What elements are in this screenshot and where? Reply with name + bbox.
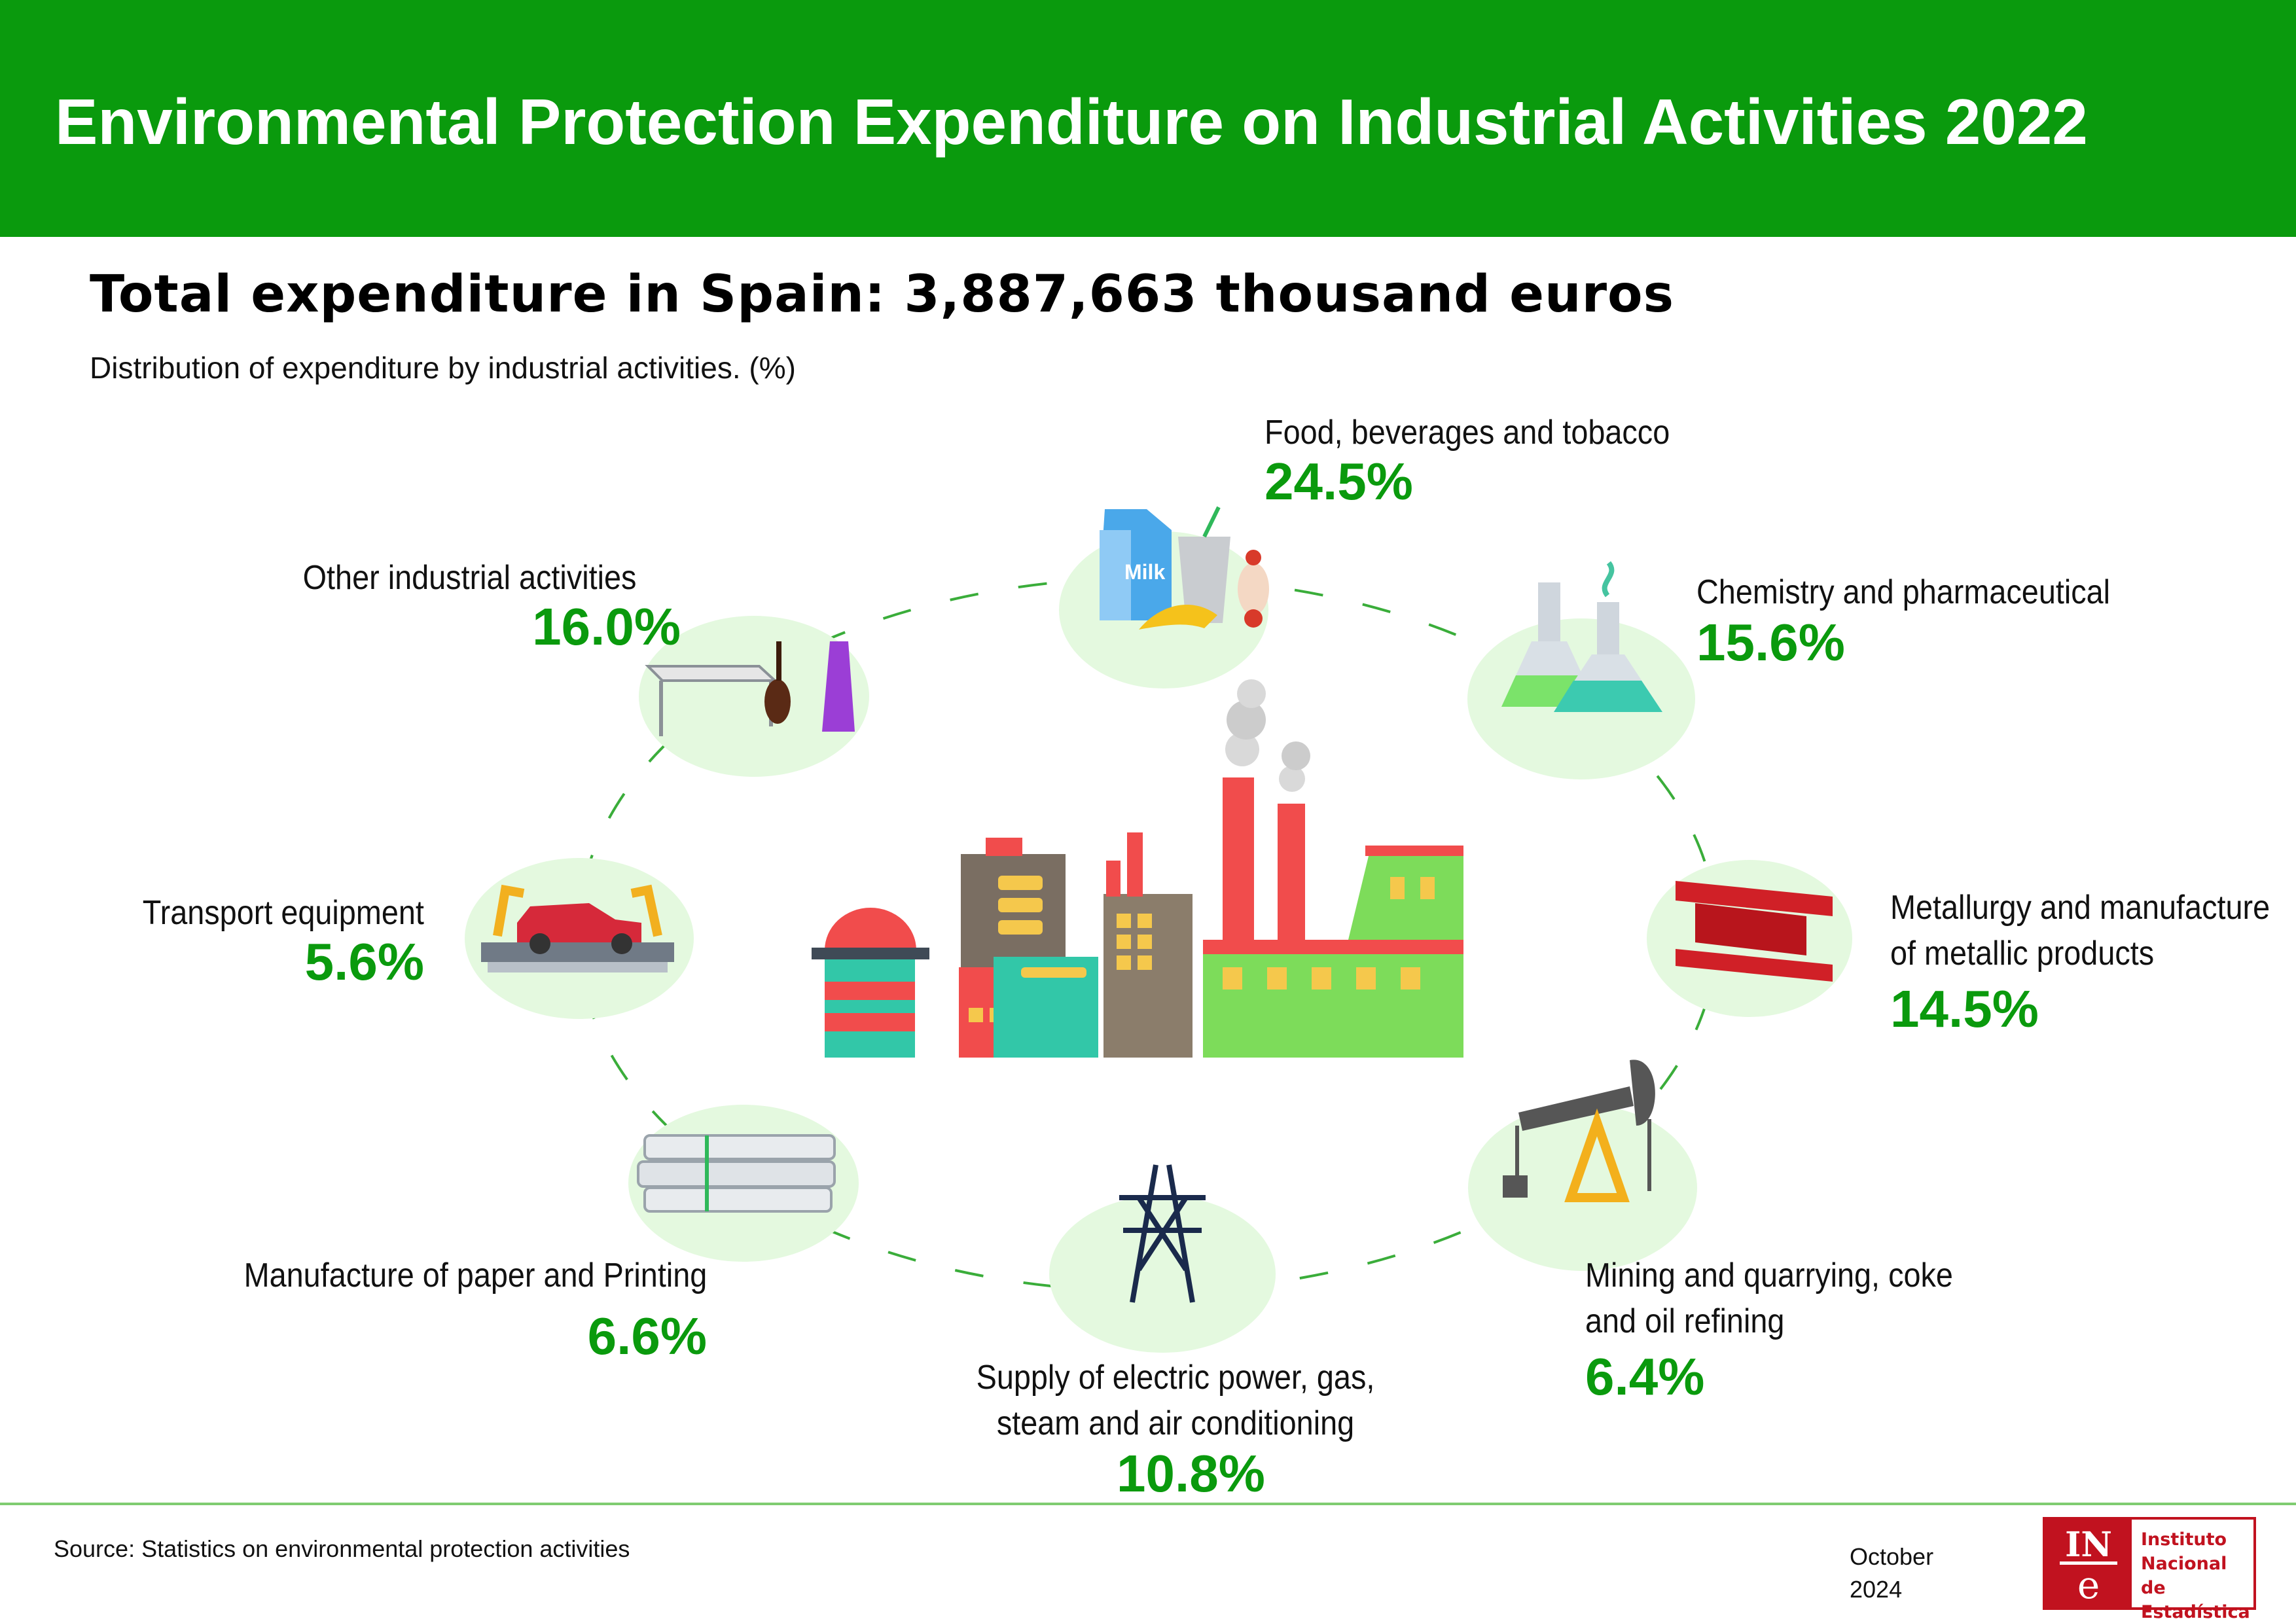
sector-label-chemistry: Chemistry and pharmaceutical bbox=[1696, 573, 2111, 611]
energy-circle bbox=[1049, 1196, 1276, 1353]
steel-beam-icon bbox=[1676, 881, 1833, 982]
banana-peel-icon bbox=[1139, 605, 1217, 630]
sector-value-other: 16.0% bbox=[532, 597, 681, 656]
car-assembly-line-icon bbox=[481, 884, 674, 972]
paper-stack-icon bbox=[637, 1134, 836, 1213]
milk-carton-icon: Milk bbox=[1100, 506, 1230, 623]
lab-flasks-icon bbox=[1501, 561, 1662, 712]
sector-label-transport: Transport equipment bbox=[142, 894, 424, 932]
sector-label-mining: Mining and quarrying, coke and oil refin… bbox=[1585, 1257, 1953, 1340]
sector-value-mining: 6.4% bbox=[1585, 1347, 1705, 1406]
sector-label-food: Food, beverages and tobacco bbox=[1265, 414, 1670, 452]
ine-logo-mark: IN e bbox=[2045, 1520, 2132, 1607]
sector-label-energy: Supply of electric power, gas, steam and… bbox=[976, 1359, 1375, 1442]
svg-text:e: e bbox=[2077, 1563, 2100, 1607]
mining-circle bbox=[1468, 1105, 1697, 1271]
source-note: Source: Statistics on environmental prot… bbox=[54, 1535, 630, 1562]
chart-subtitle: Distribution of expenditure by industria… bbox=[90, 351, 796, 385]
total-expenditure-heading: Total expenditure in Spain: 3,887,663 th… bbox=[90, 265, 1675, 324]
electricity-pylon-icon bbox=[1119, 1164, 1206, 1303]
other-circle bbox=[639, 616, 869, 777]
sector-value-food: 24.5% bbox=[1265, 452, 1413, 510]
sector-value-energy: 10.8% bbox=[1117, 1444, 1265, 1503]
sector-value-paper: 6.6% bbox=[587, 1307, 707, 1365]
publication-date: October 2024 bbox=[1850, 1543, 1934, 1603]
header-banner: Environmental Protection Expenditure on … bbox=[0, 0, 2296, 237]
page-title: Environmental Protection Expenditure on … bbox=[55, 86, 2088, 158]
table-violin-dress-icon bbox=[645, 641, 855, 736]
ine-logo: IN e Instituto Nacional de Estadística bbox=[2043, 1517, 2256, 1622]
factory-icon bbox=[812, 679, 1463, 1058]
footer-divider bbox=[0, 1503, 2296, 1505]
sector-label-paper: Manufacture of paper and Printing bbox=[243, 1257, 707, 1294]
apple-core-icon bbox=[1238, 550, 1269, 628]
svg-text:Milk: Milk bbox=[1124, 560, 1165, 584]
svg-text:IN: IN bbox=[2065, 1525, 2112, 1565]
sector-value-transport: 5.6% bbox=[304, 933, 424, 991]
oil-pump-jack-icon bbox=[1503, 1060, 1655, 1202]
ine-logo-text: Instituto Nacional de Estadística bbox=[2141, 1529, 2250, 1622]
sector-label-metallurgy: Metallurgy and manufacture of metallic p… bbox=[1890, 889, 2270, 972]
sector-value-metallurgy: 14.5% bbox=[1890, 980, 2039, 1038]
sector-value-chemistry: 15.6% bbox=[1696, 613, 1845, 671]
sector-label-other: Other industrial activities bbox=[302, 559, 636, 597]
